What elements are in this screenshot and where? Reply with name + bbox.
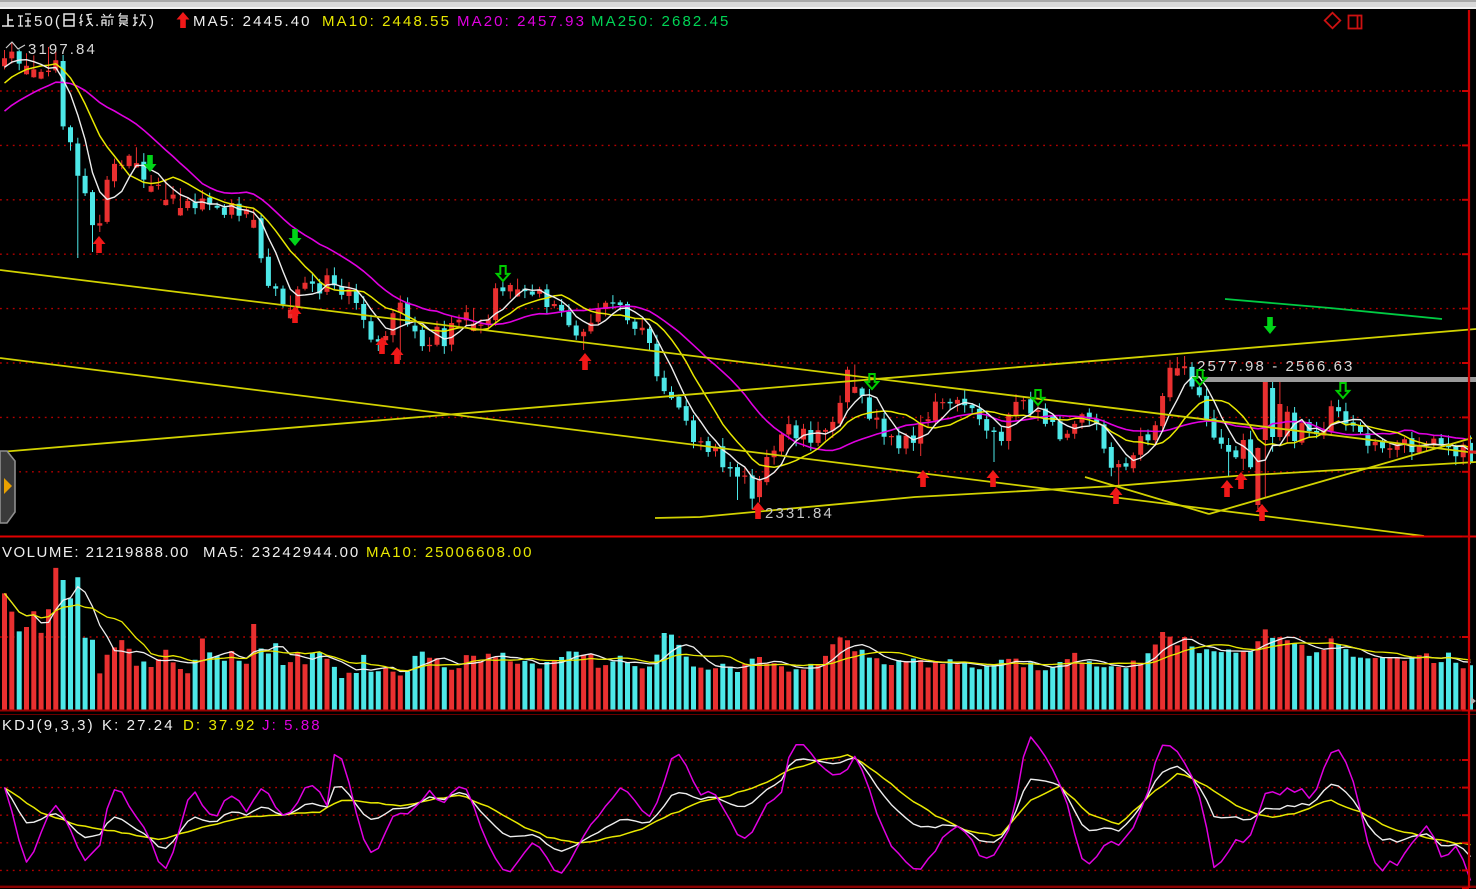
svg-text:D: 37.92: D: 37.92 <box>183 717 257 734</box>
svg-text:KDJ(9,3,3): KDJ(9,3,3) <box>2 717 95 734</box>
svg-text:MA20: 2457.93: MA20: 2457.93 <box>457 13 586 30</box>
svg-text:2577.98 - 2566.63: 2577.98 - 2566.63 <box>1197 358 1354 375</box>
svg-text:.: . <box>95 13 101 30</box>
svg-text:MA250: 2682.45: MA250: 2682.45 <box>591 13 730 30</box>
svg-text:MA5: 23242944.00: MA5: 23242944.00 <box>203 544 360 561</box>
svg-text:MA10: 25006608.00: MA10: 25006608.00 <box>366 544 533 561</box>
svg-text:J: 5.88: J: 5.88 <box>262 717 322 734</box>
svg-text:): ) <box>149 13 156 30</box>
svg-text:2331.84: 2331.84 <box>765 505 834 522</box>
svg-text:MA10: 2448.55: MA10: 2448.55 <box>322 13 451 30</box>
svg-text:K: 27.24: K: 27.24 <box>102 717 175 734</box>
svg-text:3197.84: 3197.84 <box>28 41 97 58</box>
svg-text:VOLUME: 21219888.00: VOLUME: 21219888.00 <box>2 544 190 561</box>
svg-text:MA5: 2445.40: MA5: 2445.40 <box>193 13 312 30</box>
svg-text:50(: 50( <box>34 13 62 30</box>
